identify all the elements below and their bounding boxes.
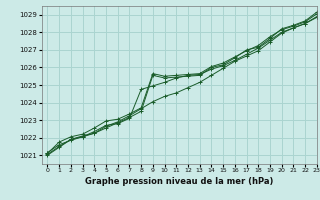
X-axis label: Graphe pression niveau de la mer (hPa): Graphe pression niveau de la mer (hPa)	[85, 177, 273, 186]
